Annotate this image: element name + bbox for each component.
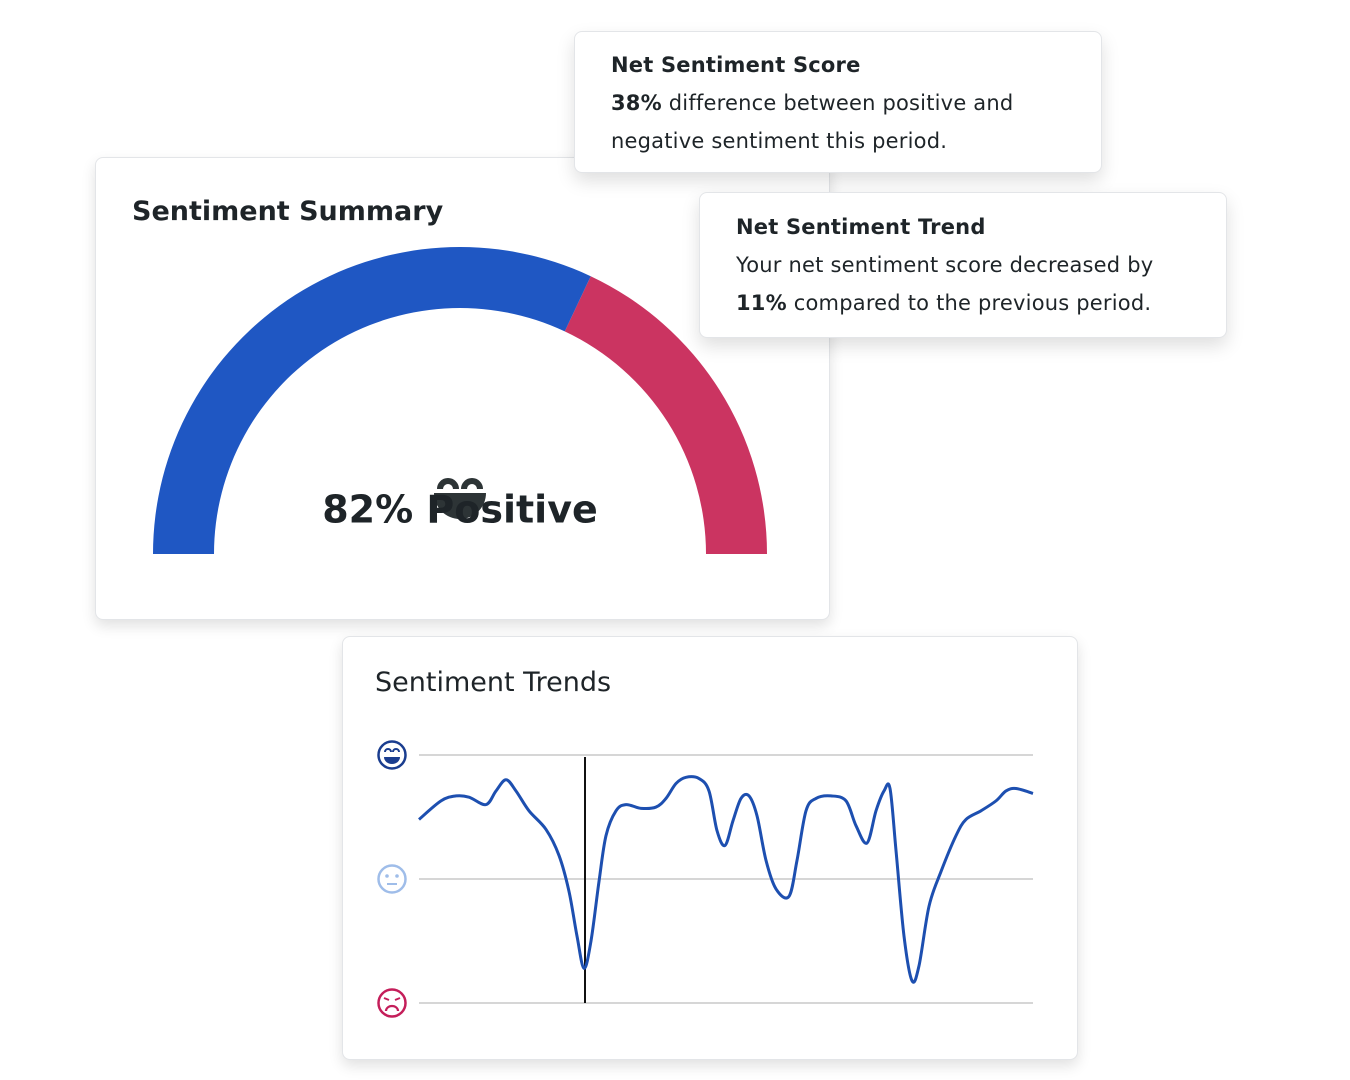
smile-icon bbox=[434, 478, 486, 519]
gauge-label: 82% Positive bbox=[322, 488, 598, 532]
gauge-segment bbox=[564, 276, 767, 554]
line-chart bbox=[377, 740, 1034, 1018]
trend-line bbox=[418, 775, 1034, 984]
tooltip-body: Your net sentiment score decreased by bbox=[736, 253, 1154, 277]
tooltip-title: Net Sentiment Trend bbox=[736, 215, 986, 239]
tooltip-body: compared to the previous period. bbox=[793, 291, 1152, 315]
tooltip-text: 38% difference between positive and nega… bbox=[611, 84, 1065, 160]
axis-icon bbox=[377, 864, 407, 894]
gauge-chart: 82% Positive bbox=[153, 247, 767, 554]
gauge-segment bbox=[153, 247, 591, 554]
card-title: Sentiment Trends bbox=[375, 667, 612, 698]
score-tooltip: Net Sentiment Score 38% difference betwe… bbox=[574, 31, 1102, 173]
tooltip-bold: 11% bbox=[736, 291, 787, 315]
trend-tooltip: Net Sentiment Trend Your net sentiment s… bbox=[699, 192, 1227, 338]
tooltip-title: Net Sentiment Score bbox=[611, 53, 861, 77]
card-title: Sentiment Summary bbox=[132, 196, 444, 227]
axis-icon bbox=[377, 988, 407, 1018]
tooltip-text: Your net sentiment score decreased by 11… bbox=[736, 246, 1190, 322]
tooltip-body: difference between positive and negative… bbox=[611, 91, 1014, 153]
trends-card: Sentiment Trends bbox=[342, 636, 1078, 1060]
axis-icon bbox=[377, 740, 407, 770]
tooltip-bold: 38% bbox=[611, 91, 662, 115]
